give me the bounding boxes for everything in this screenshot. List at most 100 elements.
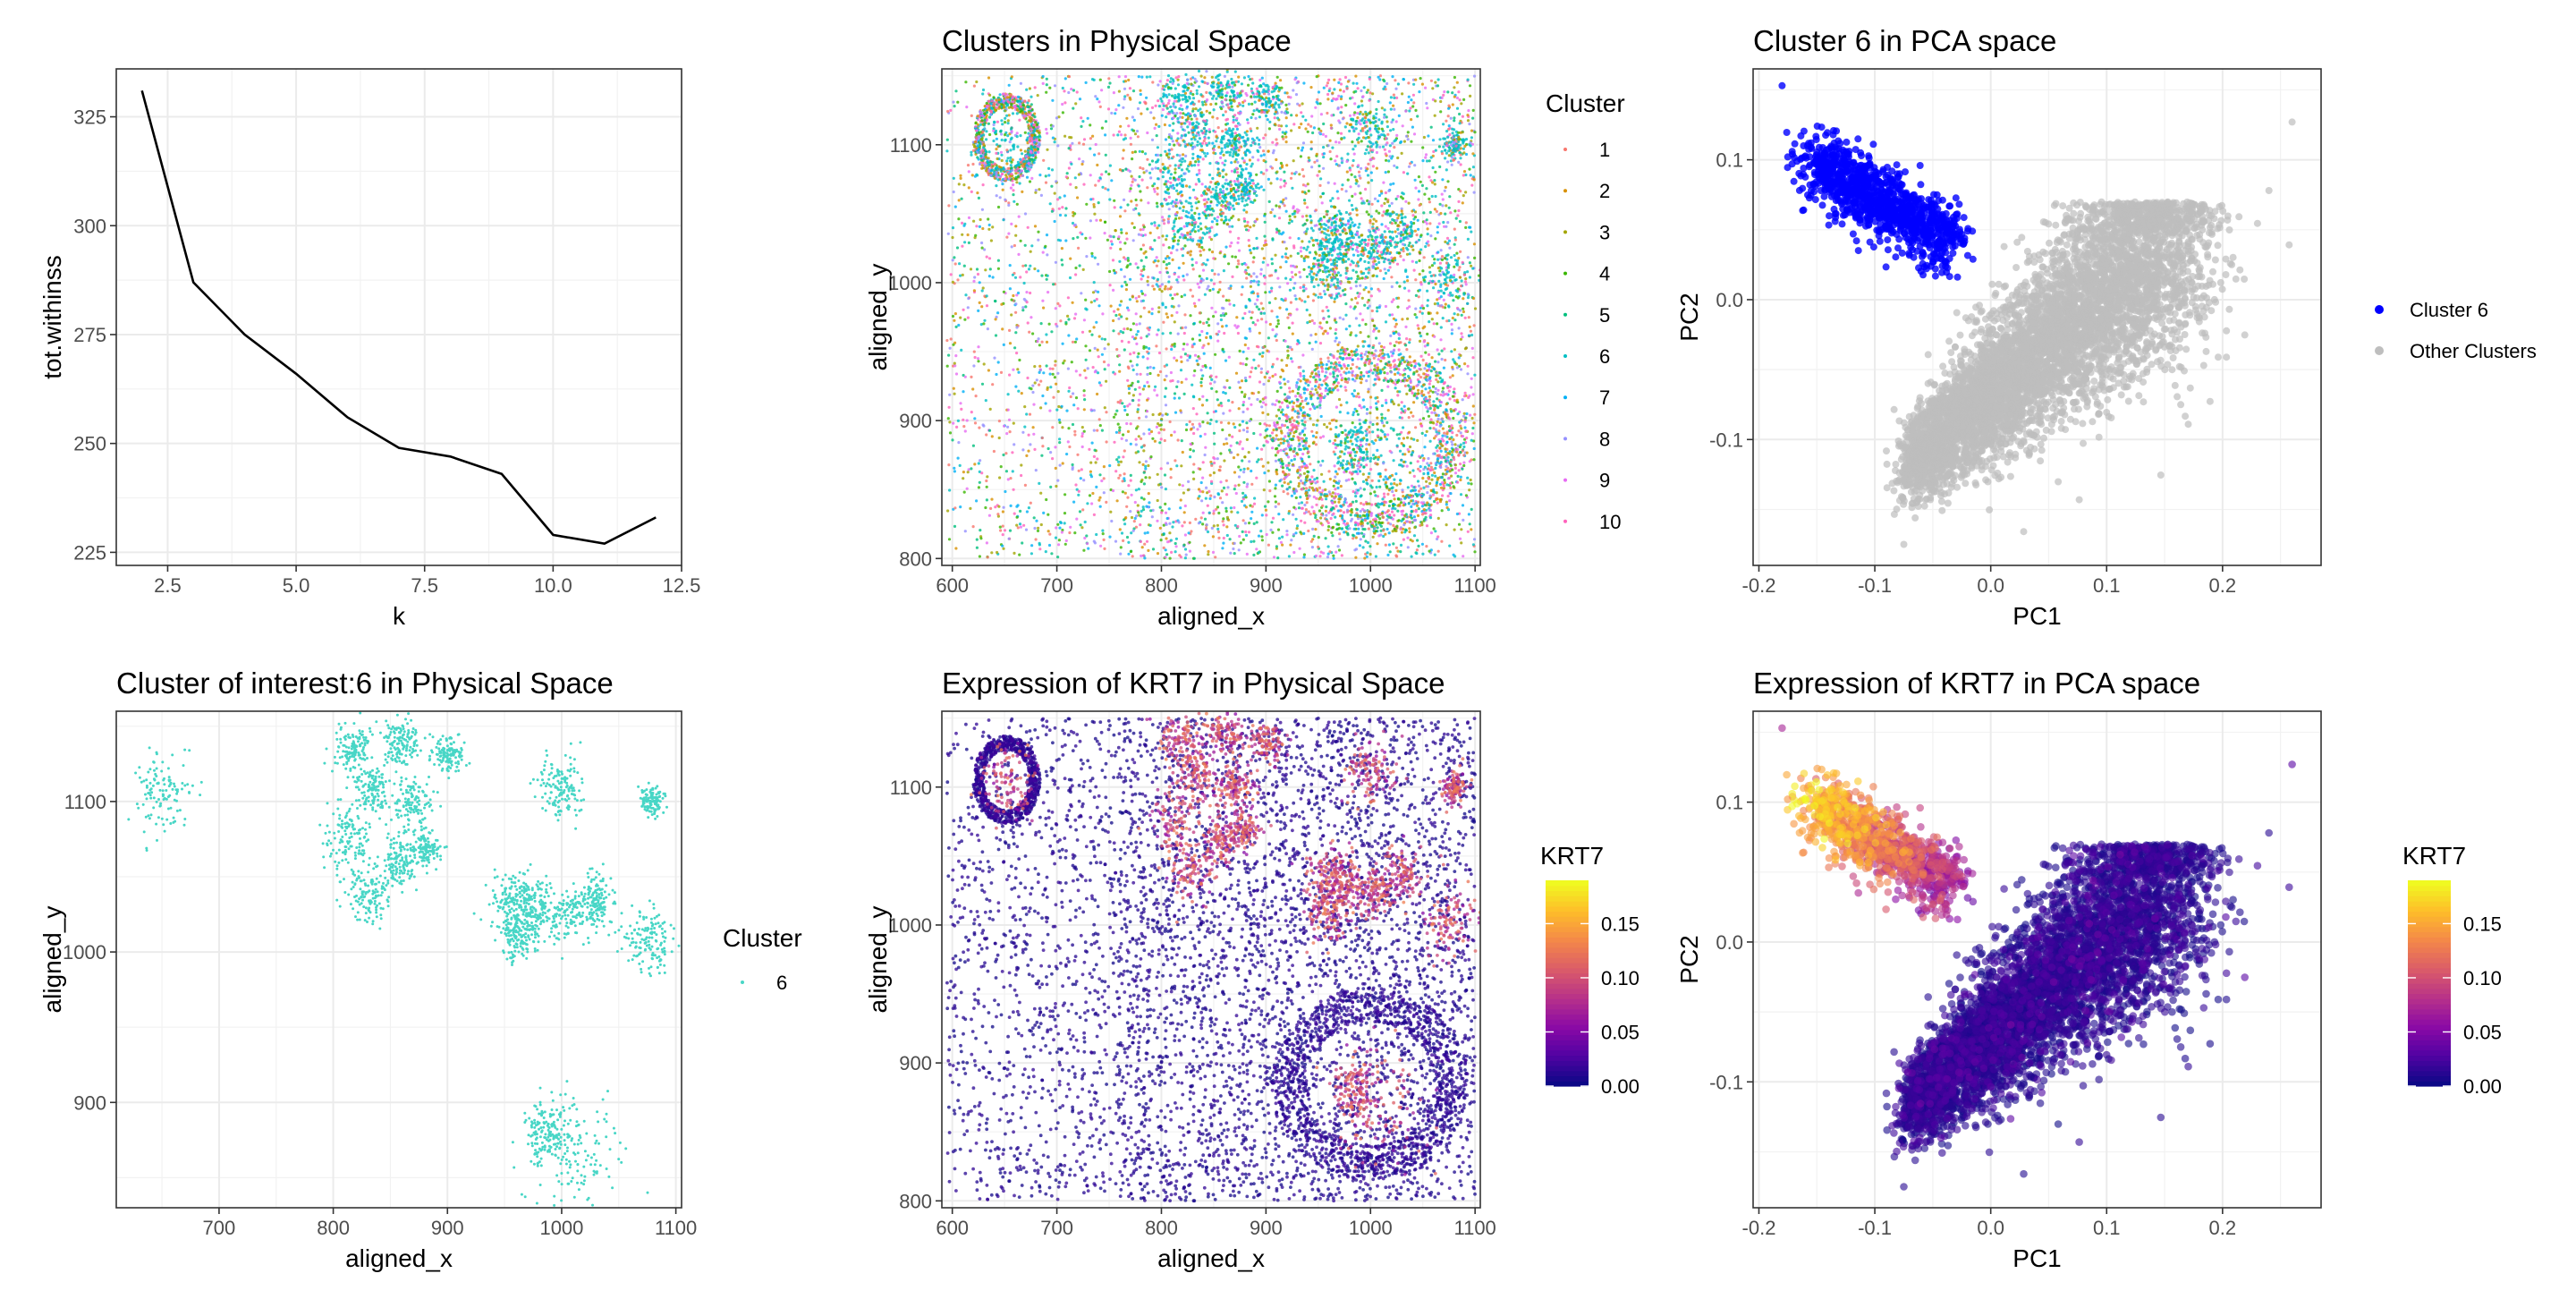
- cluster-point: [1341, 289, 1345, 293]
- cluster-point: [976, 357, 980, 361]
- cluster-point: [1165, 238, 1168, 242]
- cluster-point: [1054, 260, 1057, 264]
- cluster-point: [1405, 337, 1409, 341]
- cluster-point: [1363, 126, 1367, 130]
- cluster-point: [1462, 98, 1466, 101]
- cluster-point: [1453, 273, 1456, 276]
- cluster-point: [1155, 264, 1158, 267]
- cluster-point: [1166, 287, 1170, 291]
- cluster-point: [1352, 489, 1355, 494]
- cluster-point: [1335, 446, 1338, 450]
- cluster-point: [967, 241, 970, 244]
- cluster-point: [1224, 437, 1228, 441]
- cluster-point: [1164, 257, 1168, 260]
- cluster-point: [1417, 227, 1420, 231]
- cluster-point: [1433, 179, 1436, 183]
- cluster-point: [1356, 412, 1360, 416]
- cluster-point: [1453, 265, 1456, 268]
- cluster-point: [1343, 136, 1346, 140]
- cluster-point: [1463, 316, 1467, 319]
- cluster-point: [1412, 217, 1416, 221]
- cluster-point: [1311, 229, 1315, 233]
- cluster-point: [1323, 422, 1326, 427]
- cluster-point: [1275, 338, 1278, 343]
- cluster-point: [1080, 435, 1084, 438]
- cluster-point: [1105, 500, 1108, 505]
- cluster-point: [1267, 469, 1270, 472]
- cluster-point: [1235, 177, 1239, 181]
- cluster-point: [1246, 118, 1250, 122]
- cluster-point: [1283, 378, 1286, 381]
- cluster-point: [1105, 440, 1108, 444]
- cluster-point: [1369, 395, 1373, 399]
- cluster-point: [1302, 199, 1307, 202]
- cluster-point: [1130, 174, 1133, 178]
- cluster-point: [1046, 253, 1049, 257]
- cluster-point: [1143, 556, 1147, 560]
- cluster-point: [1377, 127, 1381, 131]
- cluster-point: [1339, 82, 1343, 86]
- cluster-point: [1299, 379, 1302, 383]
- cluster-point: [1156, 192, 1159, 196]
- cluster-point: [1244, 228, 1249, 232]
- cluster-point: [1346, 80, 1350, 83]
- cluster-point: [1385, 137, 1388, 140]
- cluster-point: [1410, 555, 1413, 558]
- cluster-point: [1206, 412, 1209, 415]
- cluster-point: [1199, 480, 1203, 485]
- cluster-point: [1007, 203, 1011, 207]
- cluster-point: [1473, 412, 1477, 416]
- cluster-point: [1167, 256, 1171, 259]
- cluster-point: [1192, 477, 1196, 481]
- cluster-point: [1233, 426, 1237, 429]
- cluster-point: [1230, 510, 1233, 514]
- cluster-point: [1248, 310, 1251, 314]
- cluster-point: [1146, 157, 1149, 161]
- cluster-point: [1028, 180, 1032, 183]
- cluster-point: [1335, 357, 1339, 361]
- cluster-point: [1172, 521, 1175, 524]
- cluster-point: [1284, 124, 1288, 128]
- cluster-point: [1360, 296, 1364, 300]
- cluster-point: [1208, 473, 1212, 477]
- cluster-point: [1027, 506, 1030, 510]
- x-axis-title: aligned_x: [1157, 602, 1265, 630]
- cluster-point: [1244, 533, 1249, 538]
- cluster-point: [1021, 190, 1024, 193]
- cluster-point: [1450, 350, 1453, 353]
- cluster-point: [1160, 290, 1164, 293]
- cluster-point: [1300, 254, 1303, 259]
- cluster-point: [1326, 92, 1330, 97]
- cluster-point: [1369, 145, 1373, 149]
- cluster-point: [1353, 192, 1357, 196]
- cluster-point: [1400, 401, 1403, 404]
- cluster-point: [1319, 361, 1323, 364]
- cluster-point: [1136, 408, 1140, 412]
- cluster-point: [1007, 418, 1012, 421]
- cluster-point: [1157, 236, 1161, 240]
- cluster-point: [1297, 484, 1301, 488]
- cluster-point: [1233, 523, 1237, 527]
- cluster-point: [1234, 371, 1239, 375]
- cluster-point: [1307, 384, 1310, 387]
- cluster-point: [1301, 488, 1304, 491]
- cluster-point: [1157, 224, 1161, 227]
- cluster-point: [1140, 446, 1143, 449]
- cluster-point: [1401, 92, 1404, 96]
- cluster-point: [966, 164, 970, 167]
- cluster-point: [1447, 239, 1452, 242]
- cluster-point: [1016, 368, 1020, 371]
- cluster-point: [1361, 95, 1365, 98]
- cluster-point: [1037, 269, 1040, 273]
- cluster-point: [1333, 497, 1336, 500]
- cluster-point: [1123, 477, 1126, 480]
- cluster-point: [1352, 253, 1356, 257]
- cluster-point: [1274, 500, 1277, 504]
- cluster-point: [1140, 248, 1143, 251]
- cluster-point: [1216, 219, 1219, 223]
- cluster-point: [1255, 236, 1258, 240]
- cluster-point: [1028, 330, 1031, 334]
- cluster-point: [1060, 259, 1063, 262]
- cluster-point: [1174, 164, 1177, 167]
- cluster-point: [1394, 87, 1398, 90]
